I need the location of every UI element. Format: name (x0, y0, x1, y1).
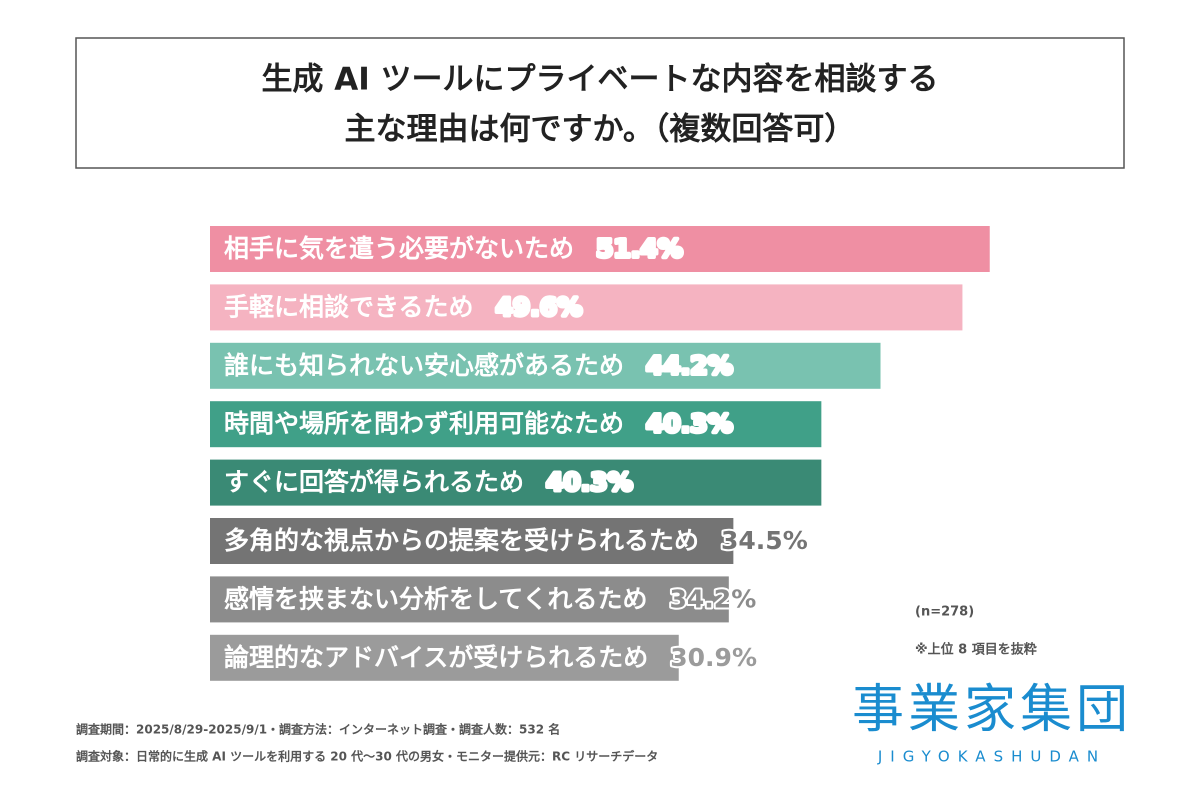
category-label: すぐに回答が得られるため (224, 468, 524, 497)
value-label: 44.2% (646, 351, 733, 380)
category-label: 論理的なアドバイスが受けられるため (224, 643, 648, 672)
value-label: 34.5% (721, 526, 808, 555)
category-label: 多角的な視点からの提案を受けられるため (224, 526, 699, 555)
bar (210, 634, 679, 681)
title-box (75, 37, 1125, 169)
value-label: 34.2% (670, 584, 757, 613)
category-label: 時間や場所を問わず利用可能なため (224, 409, 624, 438)
value-label: 30.9% (670, 643, 757, 672)
chart-title: 主な理由は何ですか。（複数回答可） (345, 112, 856, 148)
bar (210, 459, 822, 506)
bar (210, 401, 822, 448)
footnote: 調査期間：2025/8/29-2025/9/1・調査方法：インターネット調査・調… (76, 722, 560, 737)
selection-note: ※上位 8 項目を抜粋 (915, 642, 1037, 658)
category-label: 誰にも知られない安心感があるため (224, 351, 624, 380)
footnote: 調査対象：日常的に生成 AI ツールを利用する 20 代〜30 代の男女・モニタ… (76, 749, 658, 764)
chart-title: 生成 AI ツールにプライベートな内容を相談する (261, 62, 938, 98)
bar (210, 284, 963, 331)
logo: 事業家集団 (852, 680, 1132, 740)
value-label: 51.4% (596, 234, 683, 263)
value-label: 40.3% (546, 468, 633, 497)
category-label: 感情を挟まない分析をしてくれるため (224, 584, 648, 613)
sample-note: (n=278) (915, 605, 974, 620)
category-label: 手軽に相談できるため (224, 292, 474, 321)
value-label: 40.3% (646, 409, 733, 438)
value-label: 49.6% (496, 292, 583, 321)
logo-romaji: JIGYOKASHUDAN (877, 748, 1106, 766)
bar (210, 518, 734, 564)
bar (210, 226, 990, 272)
category-label: 相手に気を遣う必要がないため (224, 234, 574, 263)
bar (210, 576, 729, 623)
bar (210, 342, 881, 389)
